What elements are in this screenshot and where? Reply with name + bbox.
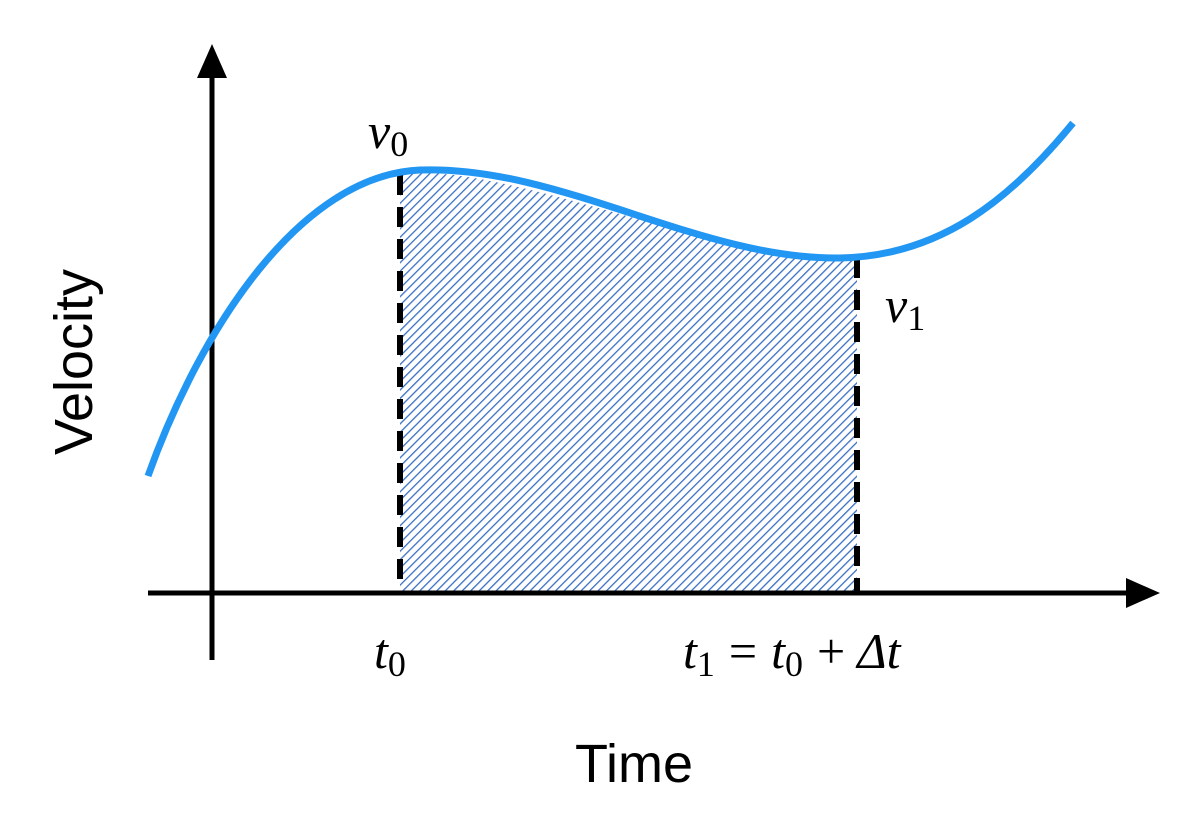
symbol: v — [368, 103, 391, 159]
symbol: v — [885, 277, 908, 333]
t0-label: t0 — [374, 623, 406, 684]
subscript: 1 — [907, 298, 925, 338]
subscript: 1 — [697, 644, 715, 684]
symbol: t — [374, 623, 389, 679]
y-axis-arrow — [197, 44, 227, 78]
subscript: 0 — [388, 644, 406, 684]
v1-label: v1 — [885, 277, 925, 338]
velocity-curve — [144, 120, 1076, 478]
subscript: 0 — [785, 644, 803, 684]
y-axis-label: Velocity — [44, 269, 104, 455]
area-under-curve — [400, 172, 857, 593]
subscript: 0 — [390, 124, 408, 164]
symbol: t — [771, 623, 786, 679]
operator: + — [817, 623, 845, 679]
v0-label: v0 — [368, 103, 408, 164]
symbol: t — [683, 623, 698, 679]
operator: = — [729, 623, 757, 679]
t1-label: t1 = t0 + Δt — [683, 623, 902, 684]
x-axis-label: Time — [575, 734, 693, 794]
delta-symbol: Δt — [855, 623, 901, 679]
x-axis-arrow — [1126, 578, 1160, 608]
